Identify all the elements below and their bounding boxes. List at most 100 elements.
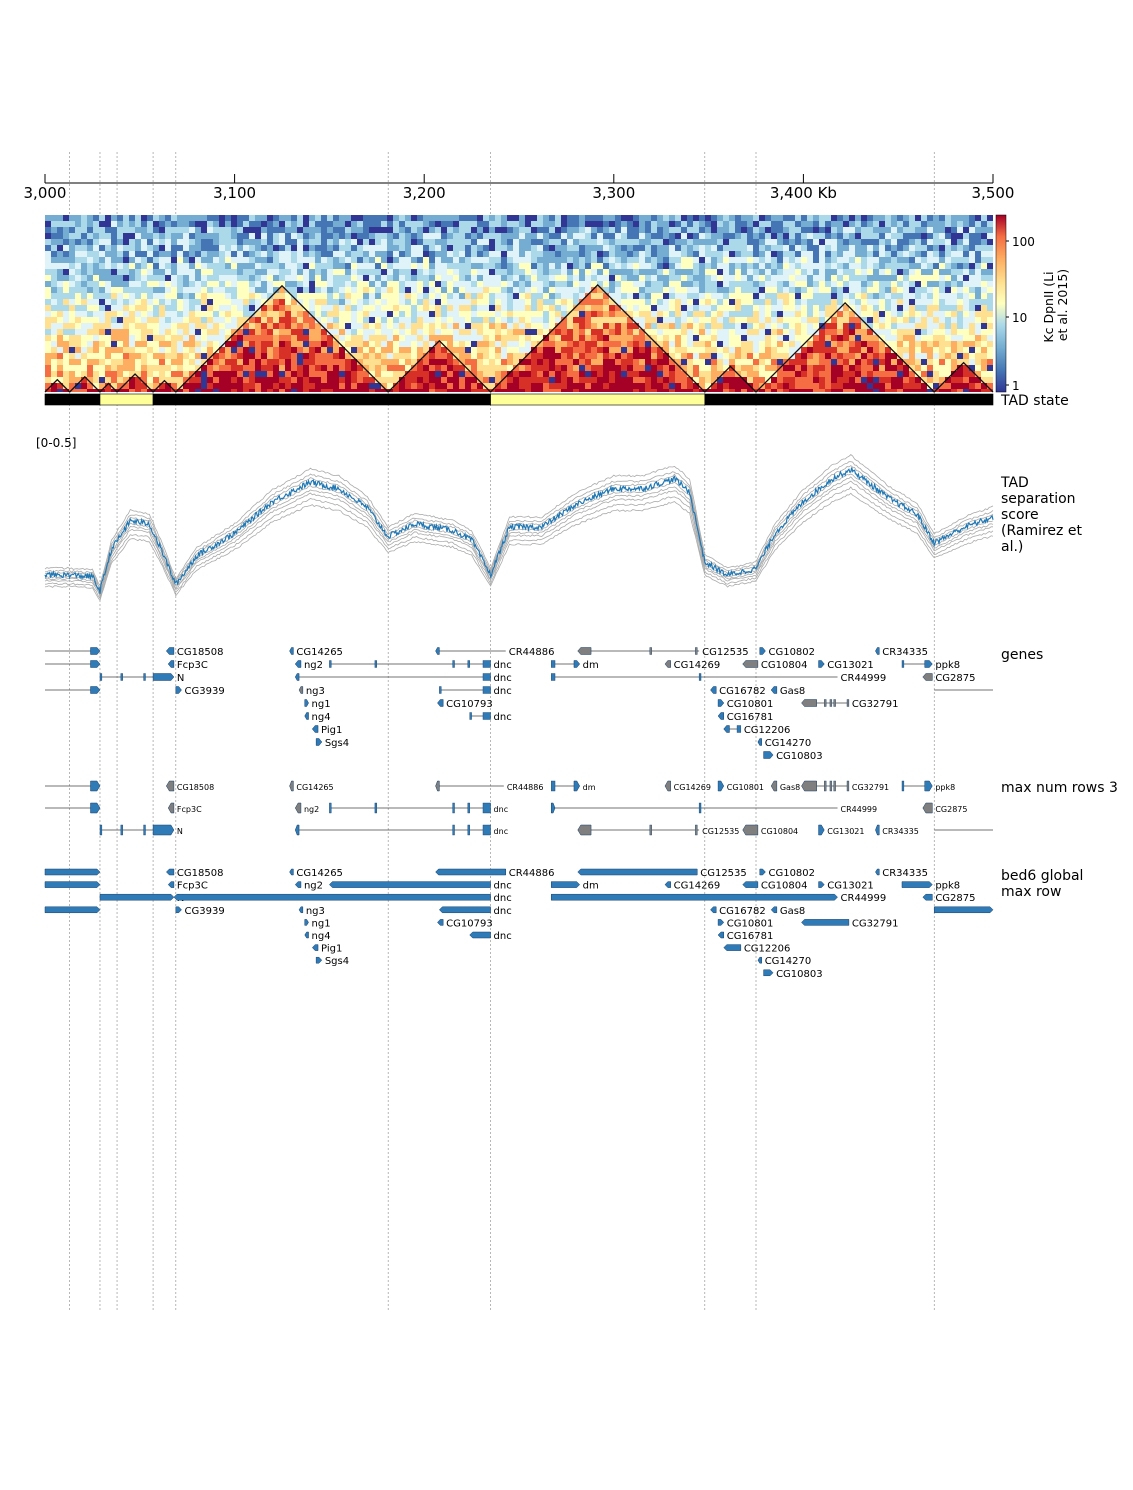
hic-cell <box>177 365 183 371</box>
hic-cell <box>249 389 255 392</box>
hic-cell <box>573 311 579 317</box>
hic-cell <box>441 287 447 293</box>
hic-cell <box>309 269 315 275</box>
hic-cell <box>591 257 597 263</box>
hic-cell <box>945 377 951 383</box>
hic-cell <box>141 377 147 383</box>
hic-cell <box>423 365 429 371</box>
hic-cell <box>699 287 705 293</box>
x-tick-label: 3,100 <box>213 184 256 202</box>
hic-cell <box>423 335 429 341</box>
gene-exon <box>90 780 101 792</box>
hic-cell <box>105 323 111 329</box>
hic-cell <box>285 275 291 281</box>
hic-cell <box>417 245 423 251</box>
hic-cell <box>645 377 651 383</box>
hic-cell <box>81 353 87 359</box>
hic-cell <box>849 365 855 371</box>
gene: CG16781 <box>717 712 773 723</box>
hic-cell <box>147 233 153 239</box>
hic-cell <box>375 359 381 365</box>
hic-cell <box>201 263 207 269</box>
hic-cell <box>753 341 759 347</box>
hic-cell <box>843 341 849 347</box>
hic-cell <box>495 389 501 392</box>
hic-cell <box>567 383 573 389</box>
hic-cell <box>549 359 555 365</box>
hic-cell <box>471 323 477 329</box>
hic-cell <box>759 317 765 323</box>
hic-cell <box>255 377 261 383</box>
hic-cell <box>411 299 417 305</box>
hic-cell <box>597 323 603 329</box>
hic-cell <box>573 377 579 383</box>
hic-cell <box>693 329 699 335</box>
hic-cell <box>183 257 189 263</box>
hic-cell <box>501 293 507 299</box>
hic-cell <box>147 221 153 227</box>
hic-cell <box>147 281 153 287</box>
hic-cell <box>729 281 735 287</box>
hic-cell <box>339 323 345 329</box>
hic-cell <box>201 365 207 371</box>
hic-cell <box>129 275 135 281</box>
hic-cell <box>153 293 159 299</box>
hic-cell <box>447 299 453 305</box>
hic-cell <box>741 221 747 227</box>
hic-cell <box>855 329 861 335</box>
hic-cell <box>873 317 879 323</box>
hic-cell <box>879 365 885 371</box>
hic-cell <box>933 239 939 245</box>
hic-cell <box>465 323 471 329</box>
hic-cell <box>369 335 375 341</box>
hic-cell <box>855 287 861 293</box>
hic-cell <box>675 215 681 221</box>
hic-cell <box>129 341 135 347</box>
hic-cell <box>255 317 261 323</box>
hic-cell <box>981 341 987 347</box>
hic-cell <box>207 341 213 347</box>
hic-cell <box>465 239 471 245</box>
hic-cell <box>777 359 783 365</box>
hic-cell <box>651 257 657 263</box>
hic-cell <box>615 263 621 269</box>
hic-cell <box>291 353 297 359</box>
hic-cell <box>621 215 627 221</box>
hic-cell <box>213 323 219 329</box>
hic-cell <box>261 365 267 371</box>
hic-cell <box>789 305 795 311</box>
hic-cell <box>579 305 585 311</box>
hic-cell <box>81 245 87 251</box>
hic-cell <box>471 317 477 323</box>
hic-cell <box>309 389 315 392</box>
hic-cell <box>549 311 555 317</box>
hic-cell <box>363 317 369 323</box>
hic-cell <box>543 275 549 281</box>
hic-cell <box>585 263 591 269</box>
hic-cell <box>399 371 405 377</box>
hic-cell <box>237 311 243 317</box>
hic-cell <box>363 287 369 293</box>
hic-cell <box>159 233 165 239</box>
hic-cell <box>753 311 759 317</box>
hic-cell <box>777 227 783 233</box>
hic-cell <box>975 257 981 263</box>
hic-cell <box>747 323 753 329</box>
hic-cell <box>183 347 189 353</box>
hic-cell <box>411 329 417 335</box>
hic-cell <box>141 299 147 305</box>
hic-cell <box>939 311 945 317</box>
hic-cell <box>309 335 315 341</box>
hic-cell <box>369 251 375 257</box>
hic-cell <box>45 311 51 317</box>
hic-cell <box>969 293 975 299</box>
hic-cell <box>51 269 57 275</box>
hic-cell <box>711 311 717 317</box>
hic-cell <box>429 371 435 377</box>
hic-cell <box>309 353 315 359</box>
hic-cell <box>633 257 639 263</box>
hic-cell <box>927 347 933 353</box>
hic-cell <box>909 281 915 287</box>
hic-cell <box>411 359 417 365</box>
hic-cell <box>447 245 453 251</box>
